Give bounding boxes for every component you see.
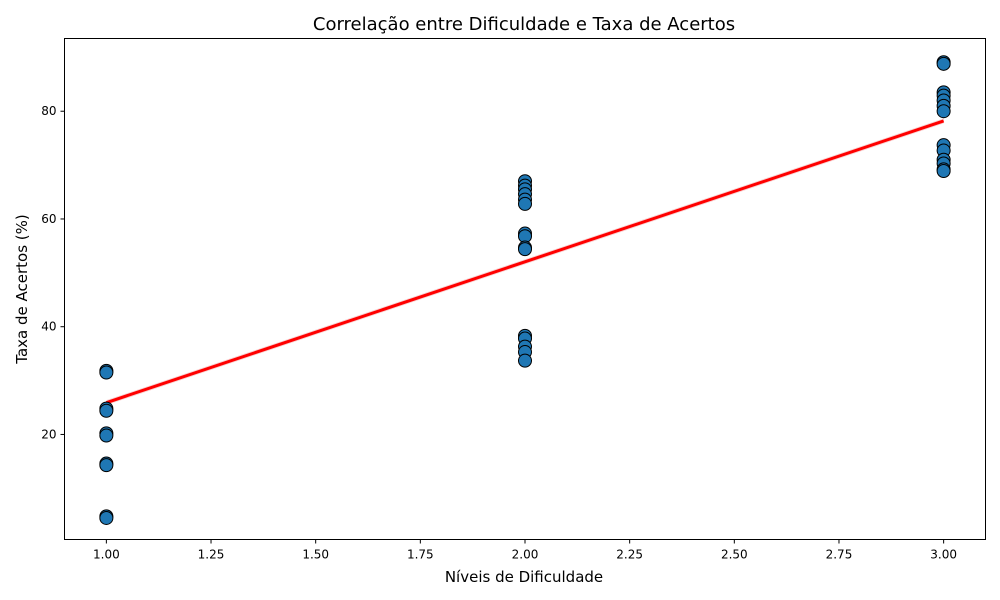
y-tick-label-0: 20: [41, 427, 56, 441]
chart-title: Correlação entre Dificuldade e Taxa de A…: [313, 14, 735, 35]
data-point-5: [99, 428, 114, 443]
y-tick-label-3: 80: [41, 104, 56, 118]
data-point-7: [99, 458, 114, 473]
x-tick-label-7: 2.75: [826, 548, 853, 562]
regression-line: [105, 119, 945, 405]
data-point-26: [936, 56, 951, 71]
y-tick-label-1: 40: [41, 320, 56, 334]
x-tick-label-4: 2.00: [512, 548, 539, 562]
data-point-1: [99, 365, 114, 380]
data-point-3: [99, 403, 114, 418]
data-point-15: [518, 196, 532, 211]
x-tick-label-8: 3.00: [930, 548, 957, 562]
plot-frame: [64, 38, 986, 540]
x-tick-label-2: 1.50: [302, 548, 329, 562]
axis-ticks: 1.00 1.25 1.50 1.75 2.00 2.25 2.50 2.75 3.00 20 40…: [41, 104, 957, 561]
x-tick-label-5: 2.25: [616, 548, 643, 562]
data-point-31: [936, 104, 951, 119]
data-point-19: [518, 242, 532, 257]
x-tick-label-3: 1.75: [407, 548, 434, 562]
x-tick-label-6: 2.50: [721, 548, 748, 562]
y-axis-label: Taxa de Acertos (%): [13, 214, 31, 364]
y-tick-label-2: 60: [41, 212, 56, 226]
data-point-24: [518, 353, 532, 368]
x-axis-label: Níveis de Dificuldade: [445, 568, 603, 586]
plot-area: [99, 55, 951, 525]
x-tick-label-1: 1.25: [198, 548, 225, 562]
x-tick-label-0: 1.00: [93, 548, 120, 562]
data-point-37: [936, 164, 951, 179]
data-point-9: [99, 510, 114, 525]
